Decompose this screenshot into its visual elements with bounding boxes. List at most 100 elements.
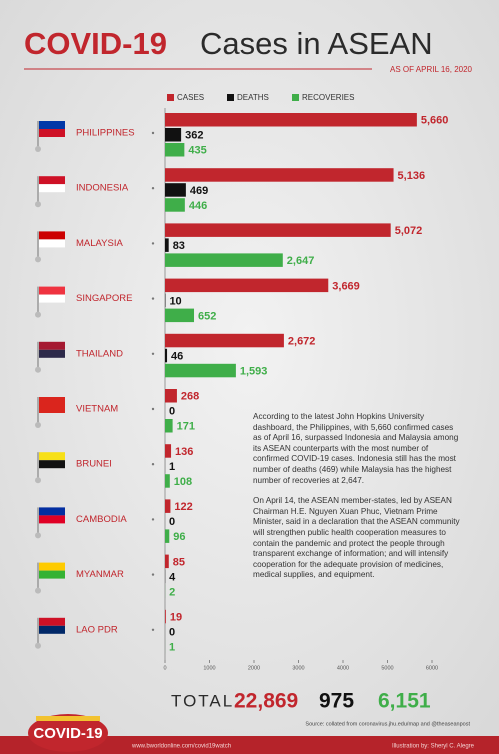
bar: [165, 128, 182, 142]
footer-url: www.bworldonline.com/covid19watch: [131, 744, 231, 750]
flag: [39, 349, 65, 358]
bar: [165, 238, 169, 252]
flag: [39, 129, 65, 137]
logo-badge: [28, 714, 108, 752]
flag: [39, 239, 65, 248]
row-dot: [151, 518, 155, 521]
flag-base: [35, 477, 41, 484]
bar: [165, 183, 186, 197]
bar: [165, 333, 284, 348]
value-label: 469: [190, 185, 208, 197]
flag: [39, 570, 65, 579]
flag: [39, 176, 65, 185]
value-label: 446: [189, 200, 207, 212]
row-dot: [151, 628, 155, 631]
flag-base: [35, 146, 41, 152]
bar: [165, 419, 173, 433]
footer-bar: [0, 736, 499, 754]
row-dot: [151, 187, 155, 190]
flag: [39, 286, 65, 295]
bar: [165, 499, 171, 513]
x-tick-label: 0: [163, 665, 166, 671]
row-dot: [151, 407, 155, 411]
x-tick-label: 1000: [203, 665, 215, 671]
value-label: 108: [174, 476, 192, 488]
bar: [165, 143, 185, 157]
bar: [165, 113, 417, 127]
value-label: 652: [198, 310, 216, 322]
x-tick-label: 4000: [337, 665, 349, 671]
row-dot: [151, 573, 155, 576]
legend-label: RECOVERIES: [302, 93, 354, 102]
title-highlight: COVID-19: [24, 26, 167, 61]
flag-base: [35, 422, 41, 428]
total-label: TOTAL: [171, 691, 234, 710]
category-label: VIETNAM: [76, 404, 118, 415]
category-label: INDONESIA: [76, 183, 129, 194]
flag-base: [35, 587, 41, 594]
legend-swatch: [167, 94, 174, 101]
bar: [165, 223, 391, 237]
value-label: 0: [169, 516, 175, 528]
value-label: 1,593: [240, 365, 268, 377]
value-label: 85: [173, 556, 185, 568]
flag: [39, 617, 65, 626]
value-label: 10: [169, 295, 181, 307]
category-label: MYANMAR: [76, 569, 124, 580]
total-cases: 22,869: [234, 690, 298, 713]
value-label: 2,647: [287, 255, 315, 267]
value-label: 2: [169, 586, 175, 598]
x-tick-label: 6000: [426, 665, 438, 671]
value-label: 435: [188, 145, 206, 157]
paragraph: According to the latest John Hopkins Uni…: [253, 412, 459, 485]
bar: [165, 474, 170, 488]
flag: [39, 515, 65, 524]
value-label: 171: [177, 421, 195, 433]
category-label: PHILIPPINES: [76, 128, 135, 139]
bar: [165, 198, 185, 212]
category-label: CAMBODIA: [76, 514, 127, 525]
bar: [165, 308, 195, 323]
flag: [39, 397, 65, 405]
value-label: 1: [169, 461, 175, 473]
value-label: 83: [173, 240, 185, 252]
flag: [39, 562, 65, 571]
value-label: 46: [171, 350, 183, 362]
flag: [39, 507, 65, 516]
category-label: LAO PDR: [76, 624, 118, 635]
logo: COVID-19: [33, 725, 102, 742]
value-label: 362: [185, 130, 203, 142]
flag: [39, 294, 65, 303]
chart-title: Cases in ASEAN: [200, 26, 433, 61]
subtitle: AS OF APRIL 16, 2020: [390, 65, 473, 74]
flag: [39, 341, 65, 350]
value-label: 0: [169, 626, 175, 638]
total-recoveries: 6,151: [378, 690, 431, 713]
paragraph: On April 14, the ASEAN member-states, le…: [253, 496, 460, 580]
legend-swatch: [227, 94, 234, 101]
footer-credit: Illustration by: Sheryl C. Alegre: [392, 744, 475, 750]
bar: [165, 253, 283, 267]
value-label: 1: [169, 641, 175, 653]
row-dot: [151, 131, 155, 135]
row-dot: [151, 463, 155, 466]
total-deaths: 975: [319, 690, 354, 713]
row-dot: [151, 352, 155, 355]
value-label: 5,136: [398, 170, 426, 182]
bar: [165, 609, 166, 624]
bar: [165, 389, 177, 403]
legend-label: DEATHS: [237, 93, 269, 102]
flag: [39, 121, 65, 129]
value-label: 2,672: [288, 335, 316, 347]
flag-base: [35, 256, 41, 263]
value-label: 136: [175, 446, 193, 458]
category-label: MALAYSIA: [76, 238, 123, 249]
value-label: 5,072: [395, 225, 423, 237]
value-label: 3,669: [332, 280, 360, 292]
row-dot: [151, 297, 155, 300]
x-tick-label: 5000: [381, 665, 393, 671]
value-label: 96: [173, 531, 185, 543]
flag-base: [35, 642, 41, 649]
